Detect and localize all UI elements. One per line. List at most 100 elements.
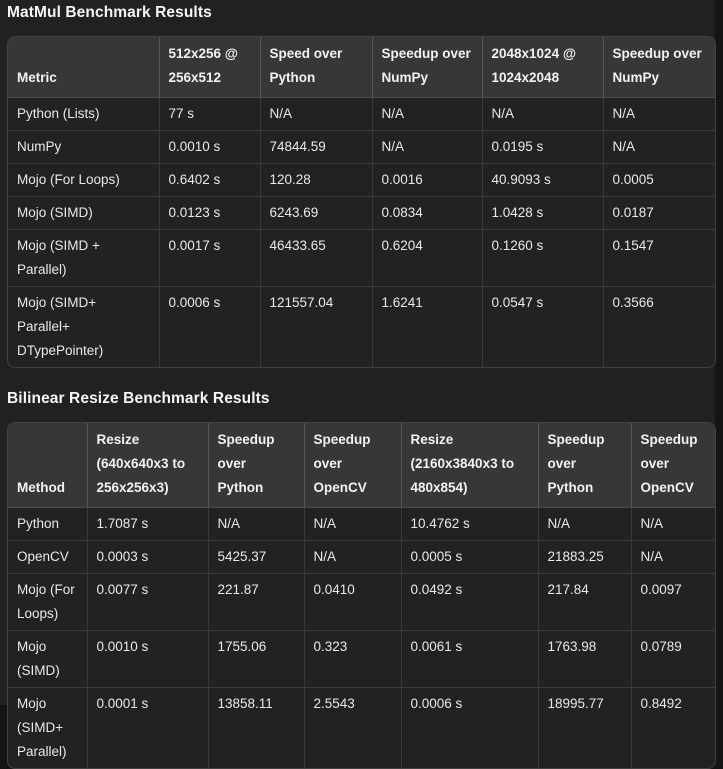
value-cell: 0.0006 s bbox=[159, 286, 261, 367]
table-row: Mojo (SIMD) 0.0123 s 6243.69 0.0834 1.0428 s… bbox=[8, 196, 715, 230]
value-cell: 1.7087 s bbox=[87, 507, 209, 541]
column-header: Speedup over OpenCV bbox=[304, 423, 402, 508]
row-label-cell: Mojo (SIMD + Parallel) bbox=[8, 229, 160, 287]
value-cell: 0.0005 bbox=[603, 163, 715, 197]
row-label-cell: Mojo (SIMD+ Parallel) bbox=[8, 687, 88, 768]
value-cell: 121557.04 bbox=[260, 286, 373, 367]
table-row: NumPy 0.0010 s 74844.59 N/A 0.0195 s N/A bbox=[8, 130, 715, 164]
bilinear-section-title: Bilinear Resize Benchmark Results bbox=[7, 390, 270, 407]
value-cell: 0.323 bbox=[304, 630, 402, 688]
value-cell: 0.6204 bbox=[372, 229, 483, 287]
column-header: Resize (2160x3840x3 to 480x854) bbox=[401, 423, 539, 508]
value-cell: 0.0001 s bbox=[87, 687, 209, 768]
value-cell: N/A bbox=[603, 97, 715, 131]
table-row: Mojo (SIMD+ Parallel+ DTypePointer) 0.000… bbox=[8, 286, 715, 367]
row-label-cell: OpenCV bbox=[8, 540, 88, 574]
value-cell: 1755.06 bbox=[208, 630, 305, 688]
table-row: Mojo (SIMD+ Parallel) 0.0001 s 13858.11 2.5… bbox=[8, 687, 715, 768]
column-header: 512x256 @ 256x512 bbox=[159, 37, 261, 98]
value-cell: 0.0789 bbox=[631, 630, 715, 688]
table-row: Python 1.7087 s N/A N/A 10.4762 s N/A N/A bbox=[8, 507, 715, 541]
value-cell: 40.9093 s bbox=[482, 163, 604, 197]
column-header: Speedup over NumPy bbox=[372, 37, 483, 98]
value-cell: N/A bbox=[631, 507, 715, 541]
value-cell: 6243.69 bbox=[260, 196, 373, 230]
column-header: Speedup over NumPy bbox=[603, 37, 715, 98]
value-cell: 217.84 bbox=[538, 573, 632, 631]
value-cell: 0.0834 bbox=[372, 196, 483, 230]
row-label-cell: Python (Lists) bbox=[8, 97, 160, 131]
table-row: Mojo (SIMD + Parallel) 0.0017 s 46433.65 0.… bbox=[8, 229, 715, 287]
table-row: Mojo (For Loops) 0.0077 s 221.87 0.0410 0.04… bbox=[8, 573, 715, 631]
value-cell: 13858.11 bbox=[208, 687, 305, 768]
value-cell: 0.8492 bbox=[640, 696, 682, 711]
table-row: Python (Lists) 77 s N/A N/A N/A N/A bbox=[8, 97, 715, 131]
value-cell: 0.0017 s bbox=[159, 229, 261, 287]
value-cell: 46433.65 bbox=[260, 229, 373, 287]
value-cell: 0.1260 s bbox=[482, 229, 604, 287]
value-cell: 74844.59 bbox=[260, 130, 373, 164]
value-cell: N/A bbox=[482, 97, 604, 131]
column-header: Speedup over OpenCV bbox=[631, 423, 715, 508]
value-cell: 1.6241 bbox=[372, 286, 483, 367]
value-cell: N/A bbox=[208, 507, 305, 541]
matmul-section-title: MatMul Benchmark Results bbox=[7, 4, 212, 21]
column-header: Speedup over Python bbox=[538, 423, 632, 508]
value-cell: 21883.25 bbox=[538, 540, 632, 574]
table-row: OpenCV 0.0003 s 5425.37 N/A 0.0005 s 21883.25… bbox=[8, 540, 715, 574]
header-row: Method Resize (640x640x3 to 256x256x3) Spe… bbox=[8, 423, 715, 508]
value-cell: 0.0492 s bbox=[401, 573, 539, 631]
value-cell: N/A bbox=[304, 540, 402, 574]
row-label-cell: Mojo (For Loops) bbox=[8, 573, 88, 631]
bilinear-benchmark-table: Method Resize (640x640x3 to 256x256x3) Spe… bbox=[8, 423, 715, 768]
value-cell: 0.0010 s bbox=[159, 130, 261, 164]
value-cell: 0.0006 s bbox=[401, 687, 539, 768]
column-header: Resize (640x640x3 to 256x256x3) bbox=[87, 423, 209, 508]
value-cell: 0.0016 bbox=[372, 163, 483, 197]
column-header: Method bbox=[8, 423, 88, 508]
value-cell: 0.0547 s bbox=[482, 286, 604, 367]
value-cell: 0.0010 s bbox=[87, 630, 209, 688]
value-cell: 0.0061 s bbox=[401, 630, 539, 688]
value-cell: 0.6402 s bbox=[159, 163, 261, 197]
value-cell: 221.87 bbox=[208, 573, 305, 631]
value-cell: N/A bbox=[260, 97, 373, 131]
value-cell: 0.0123 s bbox=[159, 196, 261, 230]
value-cell: 0.0097 bbox=[631, 573, 715, 631]
value-cell: N/A bbox=[372, 130, 483, 164]
row-label-cell: Mojo (For Loops) bbox=[8, 163, 160, 197]
value-cell: 0.0195 s bbox=[482, 130, 604, 164]
table-row: Mojo (For Loops) 0.6402 s 120.28 0.0016 40.9… bbox=[8, 163, 715, 197]
value-cell: N/A bbox=[304, 507, 402, 541]
bilinear-table-container: Method Resize (640x640x3 to 256x256x3) Spe… bbox=[7, 422, 716, 769]
header-row: Metric 512x256 @ 256x512 Speed over Python… bbox=[8, 37, 715, 98]
column-header: Speedup over Python bbox=[208, 423, 305, 508]
value-cell: 77 s bbox=[159, 97, 261, 131]
value-cell: 10.4762 s bbox=[401, 507, 539, 541]
column-header: 2048x1024 @ 1024x2048 bbox=[482, 37, 604, 98]
value-cell: 5425.37 bbox=[208, 540, 305, 574]
value-cell: 0.0003 s bbox=[87, 540, 209, 574]
value-cell: 2.5543 bbox=[304, 687, 402, 768]
value-cell: 0.0005 s bbox=[401, 540, 539, 574]
value-cell: 0.0410 bbox=[304, 573, 402, 631]
value-cell: 0.0077 s bbox=[87, 573, 209, 631]
value-cell: N/A bbox=[603, 130, 715, 164]
row-label-cell: NumPy bbox=[8, 130, 160, 164]
value-cell: 0.3566 bbox=[612, 295, 654, 310]
row-label-cell: Mojo (SIMD) bbox=[8, 196, 160, 230]
matmul-table-container: Metric 512x256 @ 256x512 Speed over Python… bbox=[7, 36, 716, 368]
value-cell: 120.28 bbox=[260, 163, 373, 197]
value-cell: N/A bbox=[538, 507, 632, 541]
value-cell: N/A bbox=[372, 97, 483, 131]
row-label-cell: Python bbox=[8, 507, 88, 541]
value-cell: 1.0428 s bbox=[482, 196, 604, 230]
value-cell: 0.0187 bbox=[603, 196, 715, 230]
value-cell: N/A bbox=[631, 540, 715, 574]
value-cell: 18995.77 bbox=[538, 687, 632, 768]
column-header: Speed over Python bbox=[260, 37, 373, 98]
column-header: Metric bbox=[8, 37, 160, 98]
value-cell: 1763.98 bbox=[538, 630, 632, 688]
